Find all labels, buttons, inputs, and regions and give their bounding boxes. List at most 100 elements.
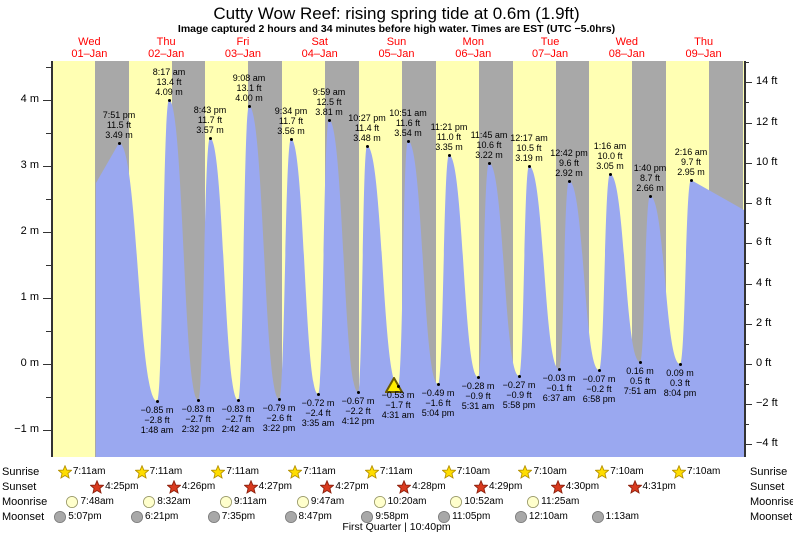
- low-tide-label: 0.09 m 0.3 ft 8:04 pm: [647, 368, 713, 398]
- day-date: 07–Jan: [531, 48, 569, 60]
- moonset-time: 5:07pm: [68, 511, 102, 522]
- moonrise-time: 10:52am: [464, 496, 504, 507]
- sunrise-icon: [57, 465, 72, 479]
- high-tide-label: 1:16 am 10.0 ft 3.05 m: [577, 141, 643, 171]
- tide-m: −0.03 m: [542, 373, 576, 383]
- tide-m: 3.19 m: [515, 153, 543, 163]
- tide-ft: −2.7 ft: [225, 414, 251, 424]
- tide-ft: 12.5 ft: [316, 97, 342, 107]
- left-axis-minor-tick: [46, 67, 51, 68]
- moonrise-icon: [296, 495, 309, 509]
- low-tide-dot: [639, 361, 642, 364]
- high-tide-label: 8:43 pm 11.7 ft 3.57 m: [177, 105, 243, 135]
- sunrise-icon: [364, 465, 379, 479]
- tide-ft: −2.4 ft: [305, 408, 331, 418]
- tide-m: −0.28 m: [461, 381, 495, 391]
- day-date: 02–Jan: [148, 48, 185, 60]
- sunset-time: 4:27pm: [335, 481, 369, 492]
- low-tide-dot: [197, 399, 200, 402]
- right-axis-tick: [744, 283, 752, 285]
- moonrise-icon: [527, 495, 540, 509]
- sunset-time: 4:29pm: [488, 481, 523, 492]
- high-tide-label: 9:08 am 13.1 ft 4.00 m: [216, 73, 282, 103]
- tide-time: 9:08 am: [232, 73, 266, 83]
- low-tide-label: −0.53 m −1.7 ft 4:31 am: [365, 390, 431, 420]
- tide-ft: −2.6 ft: [266, 413, 292, 423]
- high-tide-dot: [248, 105, 251, 108]
- left-axis-tick: [43, 232, 51, 233]
- moonset-time: 11:05pm: [452, 511, 491, 522]
- right-axis-label: 8 ft: [756, 196, 772, 209]
- moonset-icon: [130, 510, 144, 524]
- tide-time: 12:42 pm: [550, 148, 588, 158]
- day-weekday: Wed: [78, 36, 101, 48]
- low-tide-dot: [357, 391, 360, 394]
- sunrise-time: 7:11am: [72, 466, 106, 477]
- right-axis-tick: [744, 243, 752, 245]
- tide-time: 3:22 pm: [262, 423, 296, 433]
- moonset-icon: [284, 510, 297, 524]
- day-weekday: Fri: [236, 36, 250, 48]
- footer-row-label-sunset: Sunset: [2, 481, 37, 493]
- moonrise-icon: [66, 495, 79, 509]
- high-tide-dot: [528, 165, 531, 168]
- tide-m: 2.66 m: [636, 183, 664, 193]
- tide-time: 2:16 am: [674, 147, 708, 157]
- tide-ft: −2.2 ft: [345, 406, 371, 416]
- tide-m: −0.27 m: [502, 380, 536, 390]
- tide-time: 1:40 pm: [633, 163, 667, 173]
- high-tide-dot: [407, 140, 410, 143]
- sunset-icon: [243, 480, 258, 494]
- day-header-03–jan: Fri 03–Jan: [185, 36, 302, 60]
- low-tide-dot: [317, 393, 320, 396]
- high-tide-label: 1:40 pm 8.7 ft 2.66 m: [617, 163, 683, 193]
- tide-ft: −0.9 ft: [465, 391, 491, 401]
- right-axis-label: 12 ft: [756, 115, 778, 128]
- right-axis-tick: [744, 323, 752, 325]
- tide-time: 1:48 am: [140, 425, 174, 435]
- left-axis-tick: [43, 430, 51, 431]
- tide-time: 9:34 pm: [274, 106, 308, 116]
- tide-ft: 9.6 ft: [558, 158, 579, 168]
- right-axis-tick: [744, 364, 752, 365]
- left-axis-minor-tick: [46, 133, 51, 134]
- low-tide-dot: [278, 398, 281, 401]
- tide-ft: −0.9 ft: [506, 390, 532, 400]
- moonrise-time: 9:11am: [234, 496, 267, 507]
- moonset-icon: [514, 510, 527, 524]
- right-axis-tick: [744, 404, 752, 406]
- high-tide-label: 11:45 am 10.6 ft 3.22 m: [456, 130, 522, 160]
- tide-ft: 8.7 ft: [639, 173, 660, 183]
- tide-m: −0.72 m: [301, 398, 335, 408]
- right-axis-minor-tick: [744, 384, 749, 386]
- tide-m: 3.49 m: [105, 130, 133, 140]
- moonrise-icon: [450, 495, 463, 509]
- high-tide-label: 11:21 pm 11.0 ft 3.35 m: [416, 122, 482, 152]
- sunrise-time: 7:10am: [533, 466, 567, 477]
- tide-m: 4.09 m: [155, 87, 183, 97]
- day-header-02–jan: Thu 02–Jan: [108, 36, 225, 60]
- day-date: 04–Jan: [301, 48, 338, 60]
- moonset-icon: [207, 510, 220, 524]
- tide-m: 2.92 m: [555, 168, 583, 178]
- tide-m: 4.00 m: [235, 93, 263, 103]
- tide-ft: 11.6 ft: [395, 118, 421, 128]
- right-axis-tick: [744, 162, 752, 164]
- right-axis-minor-tick: [744, 102, 749, 104]
- right-axis-tick: [744, 122, 752, 124]
- tide-ft: 11.7 ft: [197, 115, 223, 125]
- sunset-icon: [473, 480, 488, 494]
- moonset-icon: [361, 510, 374, 524]
- day-weekday: Sat: [311, 36, 328, 48]
- footer-row-label-right-moonset: Moonset: [750, 511, 793, 523]
- tide-ft: 11.5 ft: [106, 120, 132, 130]
- tide-ft: 10.6 ft: [476, 140, 502, 150]
- tide-m: 3.35 m: [435, 142, 463, 152]
- footer-row-label-right-moonrise: Moonrise: [750, 496, 793, 508]
- high-tide-dot: [568, 180, 571, 183]
- sunset-icon: [320, 480, 335, 494]
- tide-time: 10:51 am: [389, 108, 427, 118]
- tide-time: 5:04 pm: [421, 408, 455, 418]
- page-subtitle: Image captured 2 hours and 34 minutes be…: [177, 23, 616, 35]
- tide-time: 8:17 am: [152, 67, 186, 77]
